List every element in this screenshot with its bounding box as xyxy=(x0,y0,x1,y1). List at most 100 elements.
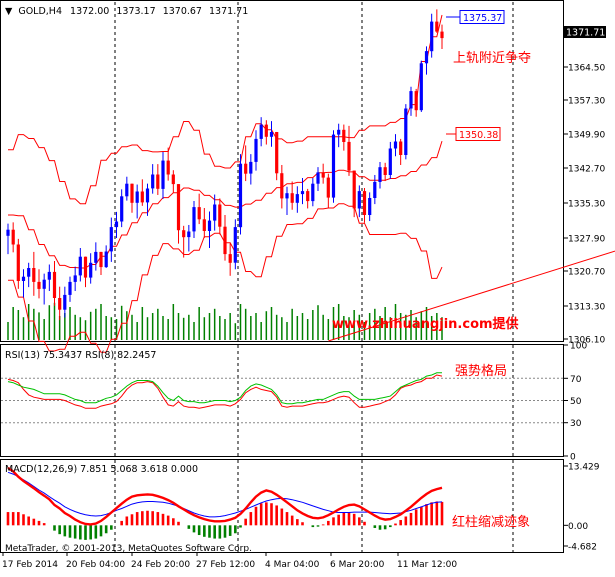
rsi-tick-label: 0 xyxy=(570,453,576,463)
candle-body xyxy=(120,196,123,221)
candle-body xyxy=(373,182,376,198)
dropdown-triangle-icon[interactable]: ▼ xyxy=(5,6,13,17)
current-price-flag-label: 1371.71 xyxy=(566,28,605,39)
candle-body xyxy=(311,184,314,201)
candle-body xyxy=(141,192,144,203)
candle-body xyxy=(68,282,71,295)
candle-body xyxy=(353,171,356,209)
macd-tick-label: 13.429 xyxy=(568,463,600,473)
candle-body xyxy=(440,32,443,38)
time-tick-label: 6 Mar 20:00 xyxy=(330,560,385,570)
candle-body xyxy=(161,161,164,189)
annotation-rsi: 强势格局 xyxy=(455,363,507,379)
candle-body xyxy=(151,175,154,189)
rsi-tick-label: 30 xyxy=(570,419,582,429)
rsi-tick-label: 100 xyxy=(570,342,587,352)
candle-body xyxy=(58,298,61,310)
rsi-tick-label: 50 xyxy=(570,397,582,407)
candle-body xyxy=(37,282,40,289)
candle-body xyxy=(12,230,15,245)
candle-body xyxy=(285,193,288,198)
annotation-top: 上轨附近争夺 xyxy=(453,51,531,66)
candle-body xyxy=(17,245,20,282)
low-value: 1370.67 xyxy=(163,6,202,17)
candle-body xyxy=(363,191,366,215)
candle-body xyxy=(378,167,381,182)
price-tick-label: 1342.70 xyxy=(568,165,605,175)
candle-body xyxy=(327,178,330,198)
annotation-macd: 红柱缩减迹象 xyxy=(452,514,530,530)
candle-body xyxy=(99,252,102,267)
candle-body xyxy=(342,130,345,142)
candle-body xyxy=(301,191,304,194)
price-tick-label: 1357.30 xyxy=(568,97,605,107)
candle-body xyxy=(110,227,113,251)
candle-body xyxy=(229,254,232,263)
candle-body xyxy=(94,252,97,263)
candle-body xyxy=(53,272,56,298)
time-tick-label: 24 Feb 20:00 xyxy=(131,560,190,570)
time-tick-label: 4 Mar 04:00 xyxy=(265,560,320,570)
candle-body xyxy=(316,172,319,183)
upper-band-flag-label: 1375.37 xyxy=(463,13,502,24)
candle-body xyxy=(337,130,340,135)
close-value: 1371.71 xyxy=(209,6,248,17)
candle-body xyxy=(291,193,294,203)
candle-body xyxy=(254,139,257,162)
candle-body xyxy=(89,263,92,278)
candle-body xyxy=(213,205,216,221)
candle-body xyxy=(6,230,9,236)
candle-body xyxy=(130,184,133,203)
candle-body xyxy=(218,205,221,227)
candle-body xyxy=(48,272,51,280)
candle-body xyxy=(399,142,402,156)
candle-body xyxy=(244,164,247,174)
candle-body xyxy=(384,167,387,175)
macd-tick-label: 0.00 xyxy=(568,522,588,532)
price-tick-label: 1349.90 xyxy=(568,131,605,141)
candle-body xyxy=(249,162,252,174)
open-value: 1372.00 xyxy=(70,6,109,17)
candle-body xyxy=(172,175,175,185)
candle-body xyxy=(415,91,418,110)
candle-body xyxy=(125,184,128,197)
candle-body xyxy=(115,222,118,228)
candle-body xyxy=(32,268,35,282)
candle-body xyxy=(234,227,237,263)
candle-body xyxy=(192,207,195,231)
candle-body xyxy=(177,184,180,230)
candle-body xyxy=(404,109,407,156)
candle-body xyxy=(223,227,226,254)
candle-body xyxy=(43,280,46,289)
price-tick-label: 1364.50 xyxy=(568,64,605,74)
candle-body xyxy=(420,63,423,110)
current-price-flag: 1371.71 xyxy=(564,26,606,39)
price-tick-label: 1313.30 xyxy=(568,303,605,313)
symbol: GOLD,H4 xyxy=(18,6,62,17)
candle-body xyxy=(296,194,299,203)
candle-body xyxy=(136,192,139,203)
candle-body xyxy=(74,275,77,282)
candle-body xyxy=(270,132,273,137)
candle-body xyxy=(27,268,30,277)
candle-body xyxy=(167,161,170,175)
candle-body xyxy=(239,164,242,228)
rsi-header: RSI(13) 75.3437 RSI(8) 82.2457 xyxy=(5,350,156,361)
price-header-symbol: ▼ GOLD,H4 1372.00 1373.17 1370.67 1371.7… xyxy=(5,6,248,17)
macd-tick-label: -4.682 xyxy=(568,543,597,553)
price-tick-label: 1335.30 xyxy=(568,200,605,210)
candle-body xyxy=(208,221,211,231)
candle-body xyxy=(187,232,190,238)
candle-body xyxy=(182,230,185,237)
watermark: www.zhihuangjin.com提供 xyxy=(332,316,519,332)
candle-body xyxy=(22,277,25,281)
candle-body xyxy=(280,173,283,198)
candle-body xyxy=(358,191,361,208)
price-tick-label: 1320.70 xyxy=(568,268,605,278)
candle-body xyxy=(105,252,108,268)
candle-body xyxy=(322,172,325,177)
candle-body xyxy=(79,257,82,276)
time-tick-label: 27 Feb 12:00 xyxy=(196,560,255,570)
